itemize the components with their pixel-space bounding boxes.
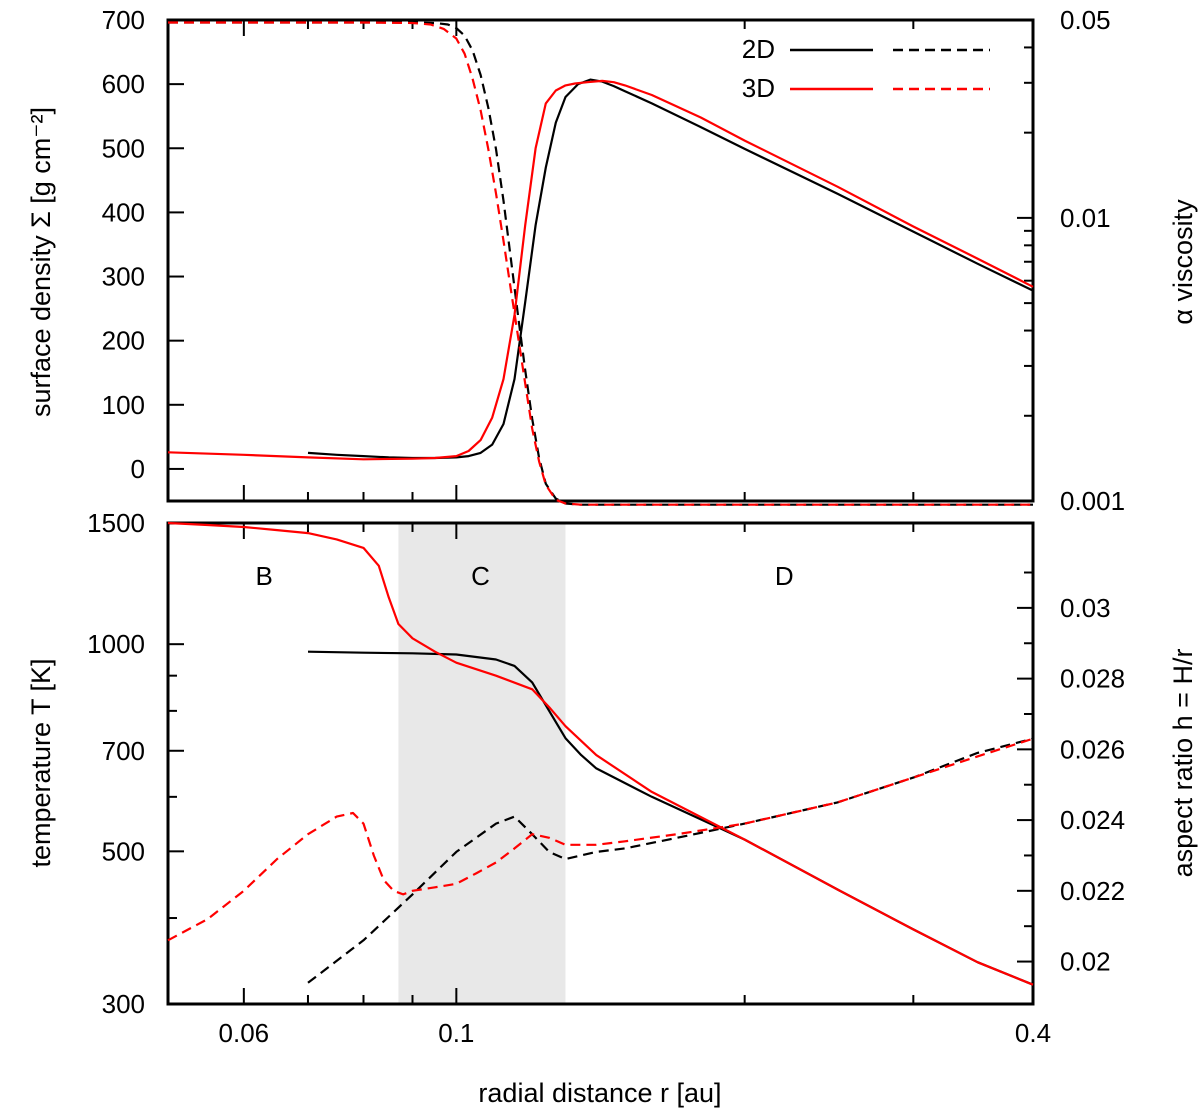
series-lines [167, 21, 1034, 986]
legend-label-3d: 3D [742, 73, 775, 103]
top-series-2d-dashed [168, 21, 1033, 506]
top-left-tick-label: 100 [102, 390, 145, 420]
top-series-3d-dashed [168, 21, 1033, 506]
region-label-c: C [471, 561, 490, 591]
bottom-series-2d-dashed [307, 737, 1034, 984]
shaded-region-rect [398, 523, 566, 1004]
x-tick-label: 0.06 [219, 1018, 270, 1048]
bottom-series-3d-dashed [167, 737, 1034, 942]
top-left-tick-label: 600 [102, 69, 145, 99]
legend: 2D 3D [742, 34, 990, 103]
bottom-panel [166, 521, 1035, 1006]
top-right-tick-label: 0.01 [1060, 203, 1111, 233]
bottom-right-axis-label: aspect ratio h = H/r [1168, 649, 1198, 878]
bottom-right-tick-label: 0.02 [1060, 947, 1111, 977]
bottom-left-tick-label: 1000 [87, 629, 145, 659]
region-labels: B C D [255, 561, 793, 591]
bottom-left-axis-label: temperature T [K] [26, 658, 56, 867]
top-series-3d-solid [167, 79, 1034, 461]
top-series-2d-solid [307, 78, 1034, 460]
shaded-region-c [398, 523, 566, 1004]
top-panel-frame [166, 18, 1035, 503]
bottom-right-tick-label: 0.024 [1060, 805, 1125, 835]
top-left-tick-label: 200 [102, 326, 145, 356]
axis-ticks [168, 19, 1034, 1005]
top-left-tick-label: 0 [131, 454, 145, 484]
top-left-axis-label: surface density Σ [g cm⁻²] [26, 107, 56, 417]
tick-labels: 0.06 0.1 0.4 0 100 200 300 400 500 600 700 0.001 0.0… [87, 5, 1125, 1048]
top-right-tick-label: 0.001 [1060, 486, 1125, 516]
bottom-series-3d-solid [167, 521, 1034, 986]
region-label-b: B [255, 561, 272, 591]
x-tick-label: 0.1 [438, 1018, 474, 1048]
bottom-right-tick-label: 0.022 [1060, 876, 1125, 906]
bottom-right-tick-label: 0.026 [1060, 734, 1125, 764]
bottom-left-tick-label: 500 [102, 836, 145, 866]
x-axis-label: radial distance r [au] [478, 1078, 721, 1108]
top-left-tick-label: 500 [102, 133, 145, 163]
bottom-left-tick-label: 700 [102, 736, 145, 766]
bottom-right-tick-label: 0.028 [1060, 664, 1125, 694]
top-panel [166, 18, 1035, 503]
top-left-tick-label: 400 [102, 197, 145, 227]
bottom-left-tick-label: 300 [102, 989, 145, 1019]
bottom-panel-frame [166, 521, 1035, 1006]
legend-label-2d: 2D [742, 34, 775, 64]
region-label-d: D [775, 561, 794, 591]
top-right-tick-label: 0.05 [1060, 5, 1111, 35]
top-left-tick-label: 700 [102, 5, 145, 35]
x-tick-label: 0.4 [1015, 1018, 1051, 1048]
bottom-left-tick-label: 1500 [87, 508, 145, 538]
top-left-tick-label: 300 [102, 262, 145, 292]
top-right-axis-label: α viscosity [1168, 199, 1198, 325]
bottom-right-tick-label: 0.03 [1060, 593, 1111, 623]
